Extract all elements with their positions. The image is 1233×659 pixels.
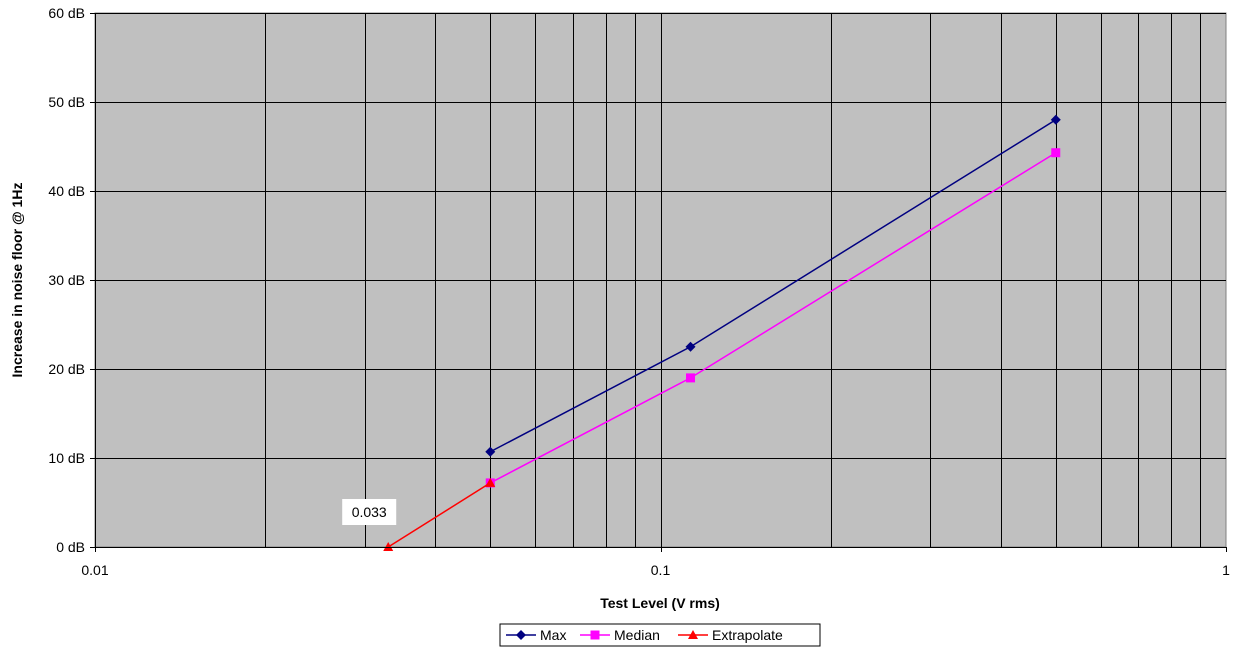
y-tick-label: 40 dB — [48, 183, 85, 199]
data-label: 0.033 — [342, 499, 397, 525]
legend-label: Max — [540, 627, 566, 643]
extrapolate-series-line — [387, 482, 491, 548]
y-tick-label: 30 dB — [48, 272, 85, 288]
legend-item-extrapolate: Extrapolate — [678, 627, 783, 643]
median-data-point — [1051, 148, 1061, 158]
legend-marker — [688, 630, 698, 639]
x-axis-title: Test Level (V rms) — [600, 595, 720, 611]
extrapolate-data-point — [485, 477, 496, 487]
data-label-text: 0.033 — [352, 504, 387, 520]
y-tick-label: 60 dB — [48, 5, 85, 21]
extrapolate-data-point — [383, 542, 394, 551]
data-label-box — [342, 499, 397, 525]
legend-box — [499, 623, 821, 647]
legend: Max Median Extrapolate — [499, 623, 821, 647]
legend-item-max: Max — [506, 627, 566, 643]
x-tick-label: 0.1 — [651, 562, 671, 578]
max-data-point — [485, 446, 496, 457]
legend-label: Median — [614, 627, 660, 643]
y-axis-title: Increase in noise floor @ 1Hz — [9, 183, 25, 378]
y-tick-label: 10 dB — [48, 450, 85, 466]
legend-item-median: Median — [580, 627, 660, 643]
max-data-point — [685, 341, 696, 352]
x-tick-label: 1 — [1222, 562, 1230, 578]
x-tick-label: 0.01 — [81, 562, 108, 578]
max-data-point — [1050, 114, 1061, 125]
y-tick-label: 20 dB — [48, 361, 85, 377]
median-data-point — [686, 373, 696, 383]
y-tick-label: 50 dB — [48, 94, 85, 110]
legend-marker — [516, 630, 526, 640]
y-tick-label: 0 dB — [56, 539, 85, 555]
legend-marker — [590, 630, 600, 640]
legend-label: Extrapolate — [712, 627, 783, 643]
